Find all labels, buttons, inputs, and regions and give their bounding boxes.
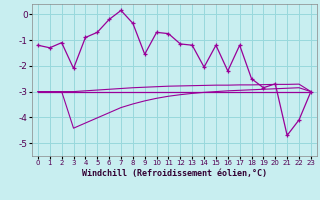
X-axis label: Windchill (Refroidissement éolien,°C): Windchill (Refroidissement éolien,°C) (82, 169, 267, 178)
